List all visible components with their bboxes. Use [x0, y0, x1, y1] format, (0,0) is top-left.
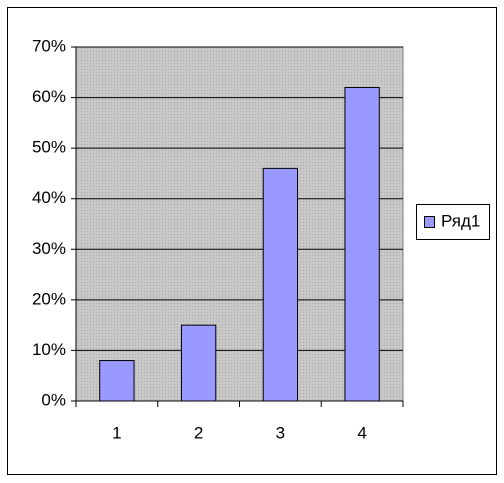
y-tick-label: 20% [32, 289, 66, 308]
y-tick-label: 0% [41, 390, 66, 409]
bar [262, 167, 299, 402]
y-tick-label: 70% [32, 36, 66, 55]
x-tick-label: 4 [357, 423, 366, 442]
y-tick-label: 40% [32, 188, 66, 207]
x-tick-label: 1 [112, 423, 121, 442]
y-tick-label: 60% [32, 87, 66, 106]
bar [344, 86, 380, 402]
legend-swatch [424, 216, 435, 228]
bar [180, 324, 217, 402]
y-tick-label: 30% [32, 239, 66, 258]
y-tick-label: 10% [32, 340, 66, 359]
bar [99, 360, 135, 402]
x-tick-label: 2 [194, 423, 203, 442]
y-tick-label: 50% [32, 138, 66, 157]
x-tick-label: 3 [276, 423, 285, 442]
legend-label: Ряд1 [441, 211, 480, 230]
